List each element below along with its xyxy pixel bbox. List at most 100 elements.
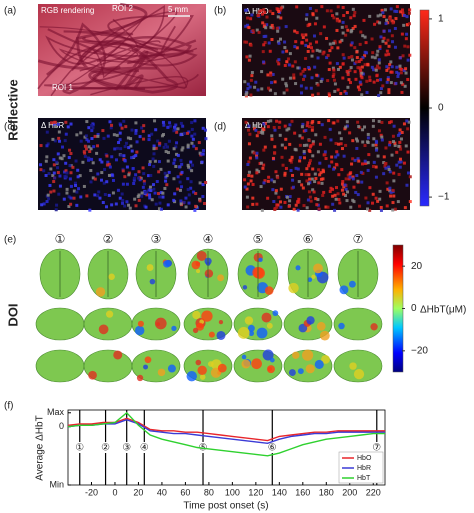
- pixel: [378, 47, 382, 51]
- pixel: [140, 191, 144, 195]
- pixel: [325, 36, 329, 40]
- activation: [163, 260, 171, 268]
- pixel: [379, 13, 383, 17]
- pixel: [176, 127, 180, 131]
- pixel: [395, 163, 399, 167]
- pixel: [322, 25, 326, 29]
- pixel: [388, 17, 392, 21]
- pixel: [338, 201, 342, 205]
- pixel: [340, 147, 344, 151]
- pixel: [378, 45, 382, 49]
- pixel: [87, 145, 91, 149]
- pixel: [274, 189, 278, 193]
- pixel: [388, 62, 392, 66]
- pixel: [164, 150, 168, 154]
- plot-frame: [67, 409, 386, 486]
- activation: [256, 327, 268, 339]
- pixel: [88, 208, 92, 212]
- pixel: [149, 189, 153, 193]
- pixel: [295, 5, 299, 9]
- vessel: [77, 40, 161, 72]
- activation: [191, 260, 201, 270]
- pixel: [393, 26, 397, 30]
- activation: [136, 374, 144, 382]
- pixel: [402, 122, 406, 126]
- pixel: [124, 141, 128, 145]
- pixel: [319, 32, 323, 36]
- pixel: [326, 53, 330, 57]
- pixel: [360, 71, 364, 75]
- pixel: [270, 134, 274, 138]
- pixel: [119, 153, 123, 157]
- pixel: [319, 79, 323, 83]
- pixel: [272, 180, 276, 184]
- pixel: [176, 175, 180, 179]
- pixel: [295, 46, 299, 50]
- pixel: [291, 185, 295, 189]
- pixel: [372, 68, 376, 72]
- pixel: [328, 49, 332, 53]
- pixel: [377, 58, 381, 62]
- pixel: [93, 134, 97, 138]
- pixel: [161, 195, 165, 199]
- pixel: [269, 73, 273, 77]
- pixel: [180, 170, 184, 174]
- pixel: [335, 150, 339, 154]
- activation: [199, 374, 206, 380]
- pixel: [403, 84, 407, 88]
- pixel: [296, 199, 300, 203]
- pixel: [380, 120, 384, 124]
- pixel: [187, 193, 191, 197]
- pixel: [363, 159, 367, 163]
- pixel: [263, 145, 267, 149]
- pixel: [373, 22, 377, 26]
- pixel: [65, 187, 69, 191]
- pixel: [267, 41, 271, 45]
- legend-label: HbT: [357, 475, 371, 482]
- pixel: [392, 124, 396, 128]
- activation: [88, 370, 97, 380]
- pixel: [282, 91, 286, 95]
- pixel: [271, 26, 275, 30]
- pixel: [158, 195, 162, 199]
- pixel: [277, 58, 281, 62]
- pixel: [361, 128, 365, 132]
- pixel: [363, 54, 367, 58]
- time-number: ④: [203, 232, 214, 246]
- pixel: [360, 76, 364, 80]
- pixel: [175, 141, 179, 145]
- pixel: [375, 53, 379, 57]
- pixel: [344, 187, 348, 191]
- pixel: [401, 11, 405, 15]
- pixel: [403, 206, 407, 210]
- pixel: [176, 187, 180, 191]
- pixel: [291, 64, 295, 68]
- pixel: [304, 173, 308, 177]
- pixel: [186, 143, 190, 147]
- pixel: [167, 139, 171, 143]
- pixel: [90, 129, 94, 133]
- activation: [143, 364, 149, 370]
- pixel: [408, 8, 412, 12]
- pixel: [355, 146, 359, 150]
- pixel: [284, 25, 288, 29]
- pixel: [371, 51, 375, 55]
- pixel: [245, 8, 249, 12]
- activation: [241, 359, 251, 369]
- pixel: [201, 183, 205, 187]
- pixel: [154, 202, 158, 206]
- pixel: [358, 42, 362, 46]
- pixel: [307, 164, 311, 168]
- pixel: [52, 158, 56, 162]
- time-number: ③: [151, 232, 162, 246]
- legend-label: HbR: [357, 465, 371, 472]
- activation: [264, 286, 274, 295]
- pixel: [174, 145, 178, 149]
- pixel: [329, 138, 333, 142]
- pixel: [383, 162, 387, 166]
- pixel: [278, 8, 282, 12]
- pixel: [380, 138, 384, 142]
- pixel: [93, 177, 97, 181]
- time-number: ②: [103, 232, 114, 246]
